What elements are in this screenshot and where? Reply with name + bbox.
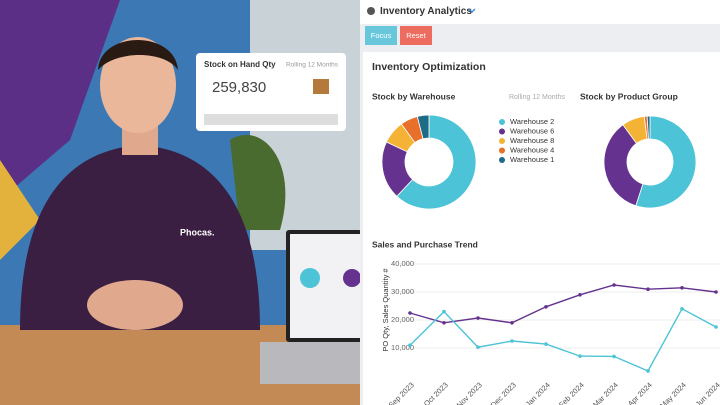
legend-swatch [499,138,505,144]
line-point [680,286,684,290]
line-point [680,307,684,311]
panel-title: Inventory Optimization [372,61,486,73]
box-icon [313,79,329,94]
line-point [442,309,446,314]
card-bg [196,53,346,131]
reset-label[interactable]: Reset [406,31,427,40]
y-tick-label: 30,000 [391,287,414,296]
line-point [476,316,480,320]
yellow-shape [0,160,40,260]
legend-label: Warehouse 2 [510,117,554,126]
donut-slice [646,115,651,140]
panel [363,52,720,405]
line-point [578,354,582,358]
purple-wall [0,0,120,200]
line-point [714,325,718,329]
chart-subtitle: Rolling 12 Months [509,94,566,101]
donut-slice [396,114,477,210]
kpi-card: Stock on Hand Qty Rolling 12 Months 259,… [196,53,346,131]
chart-title: Sales and Purchase Trend [372,239,478,249]
chart-title: Stock by Product Group [580,91,678,101]
line-point [714,290,718,294]
line-series [409,307,717,372]
reset-button[interactable] [400,26,432,45]
legend-swatch [499,147,505,154]
focus-button[interactable] [365,26,397,45]
y-tick-label: 40,000 [391,259,414,268]
donut-slice [635,115,697,209]
y-tick-label: 20,000 [391,315,414,324]
line-point [476,345,480,349]
legend-label: Warehouse 8 [510,136,554,145]
y-tick-label: 10,000 [391,343,414,352]
legend-label: Warehouse 1 [510,155,554,164]
laptop-donut [300,268,320,288]
line-point [578,293,582,297]
card-value: 259,830 [212,79,266,96]
hair [98,40,178,70]
line-point [612,354,616,359]
chart-title: Stock by Warehouse [372,91,456,101]
line-point [408,311,412,315]
laptop-base [260,342,362,384]
line-point [646,369,650,373]
donut-slice [603,124,644,207]
legend-label: Warehouse 4 [510,145,554,154]
line-point [646,287,650,292]
laptop-donut [343,269,361,287]
hands [87,280,183,330]
app-icon [367,7,375,15]
card-bar [204,114,338,125]
shirt-logo: Phocas. [180,227,215,237]
face [100,37,176,133]
donut-slice [416,114,430,140]
line-point [510,339,514,343]
line-series [409,284,717,324]
plant [230,134,286,230]
line-point [544,342,548,346]
line-point [510,321,514,325]
dropdown-icon[interactable] [468,8,476,13]
app-title: Inventory Analytics [380,6,472,17]
focus-label[interactable]: Focus [371,31,392,40]
legend-swatch [499,119,505,125]
legend-label: Warehouse 6 [510,126,554,135]
line-point [442,321,446,325]
y-axis-label: PO Qty, Sales Quantity # [381,268,390,352]
card-period: Rolling 12 Months [286,62,339,69]
line-point [612,283,616,287]
top-bar [360,0,720,24]
card-title: Stock on Hand Qty [204,60,276,69]
line-point [544,305,548,309]
line-point [408,343,412,348]
legend-swatch [499,157,505,163]
shirt [20,145,260,330]
legend-swatch [499,128,505,135]
